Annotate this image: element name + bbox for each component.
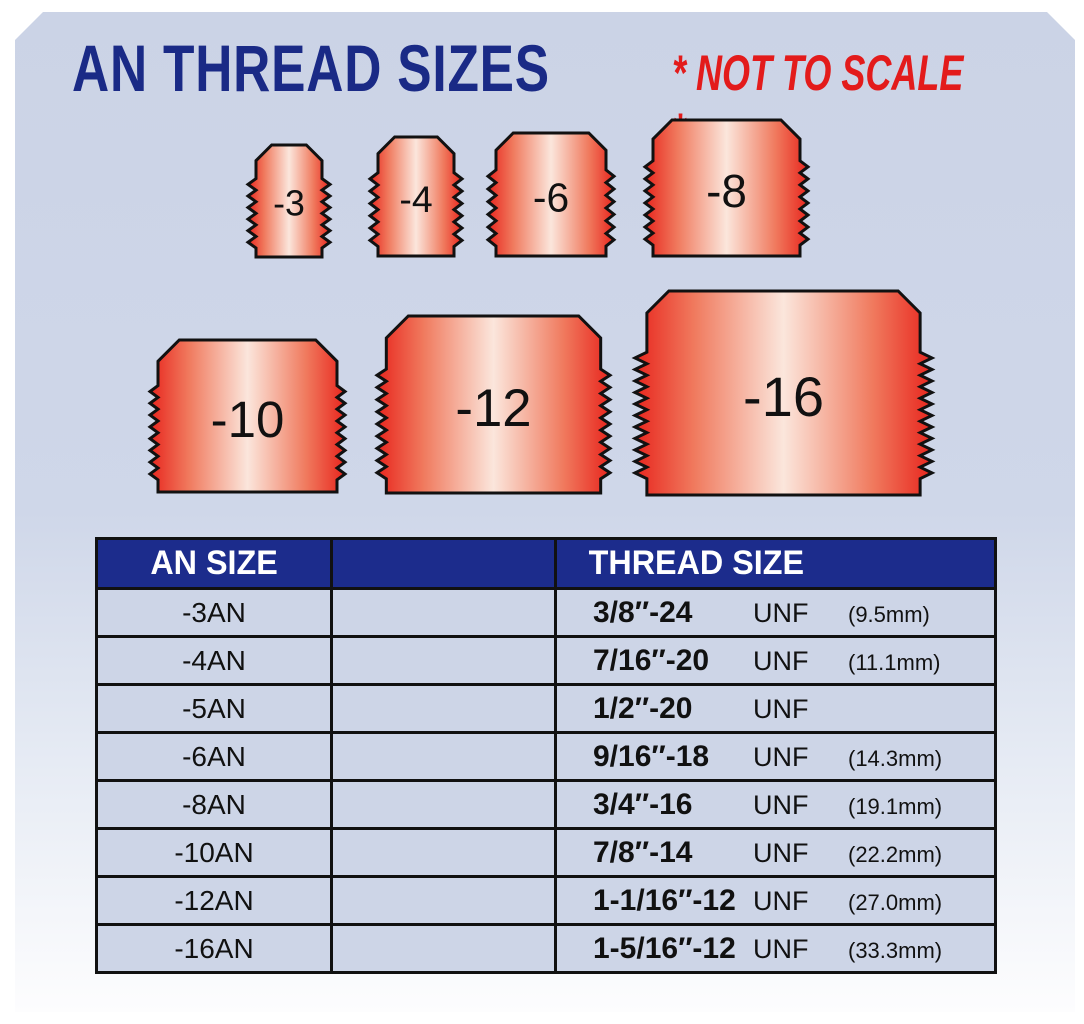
blank-cell (330, 827, 557, 878)
table-header-row: AN SIZE THREAD SIZE (95, 537, 997, 590)
fitting-size-10: -10 (147, 338, 348, 494)
fitting-size-4: -4 (367, 135, 465, 258)
thread-fraction: 1/2″-20 (593, 691, 693, 725)
header-thread-size: THREAD SIZE (554, 537, 997, 590)
thread-size-cell: 1-1/16″-12 UNF (27.0mm) (554, 875, 997, 926)
thread-mm: (22.2mm) (848, 841, 943, 867)
thread-size-cell: 3/8″-24 UNF (9.5mm) (554, 587, 997, 638)
fitting-size-8: -8 (642, 118, 811, 258)
table-row: -4AN 7/16″-20 UNF (11.1mm) (95, 635, 997, 686)
fitting-shape (642, 118, 811, 258)
header-an-size: AN SIZE (95, 537, 333, 590)
blank-cell (330, 923, 557, 974)
thread-size-cell: 3/4″-16 UNF (19.1mm) (554, 779, 997, 830)
thread-unit: UNF (753, 885, 809, 916)
thread-size-cell: 9/16″-18 UNF (14.3mm) (554, 731, 997, 782)
table-row: -3AN 3/8″-24 UNF (9.5mm) (95, 587, 997, 638)
fitting-label: -4 (399, 178, 432, 220)
thread-mm: (11.1mm) (848, 649, 941, 675)
thread-fraction: 9/16″-18 (593, 739, 710, 773)
blank-cell (330, 587, 557, 638)
fitting-label: -8 (706, 165, 747, 217)
blank-cell (330, 875, 557, 926)
table-row: -16AN 1-5/16″-12 UNF (33.3mm) (95, 923, 997, 974)
thread-fraction: 7/8″-14 (593, 835, 693, 869)
blank-cell (330, 731, 557, 782)
thread-size-cell: 1-5/16″-12 UNF (33.3mm) (554, 923, 997, 974)
thread-size-cell: 7/16″-20 UNF (11.1mm) (554, 635, 997, 686)
fitting-size-16: -16 (631, 289, 936, 497)
blank-cell (330, 779, 557, 830)
header-blank (330, 537, 557, 590)
fitting-label: -12 (455, 379, 531, 438)
thread-unit: UNF (753, 789, 809, 820)
thread-unit: UNF (753, 645, 809, 676)
thread-mm: (33.3mm) (848, 937, 943, 963)
fitting-shape (147, 338, 348, 494)
thread-mm: (27.0mm) (848, 889, 943, 915)
an-size-cell: -8AN (95, 779, 333, 830)
table-row: -8AN 3/4″-16 UNF (19.1mm) (95, 779, 997, 830)
fitting-shape (485, 131, 617, 258)
fitting-size-3: -3 (245, 143, 333, 259)
an-size-cell: -16AN (95, 923, 333, 974)
table-row: -10AN 7/8″-14 UNF (22.2mm) (95, 827, 997, 878)
thread-mm: (9.5mm) (848, 601, 930, 627)
thread-fraction: 3/4″-16 (593, 787, 693, 821)
thread-fraction: 7/16″-20 (593, 643, 710, 677)
table-row: -5AN 1/2″-20 UNF (95, 683, 997, 734)
thread-mm: (19.1mm) (848, 793, 943, 819)
fitting-label: -10 (211, 391, 285, 448)
thread-fraction: 1-1/16″-12 (593, 883, 736, 917)
thread-unit: UNF (753, 693, 809, 724)
blank-cell (330, 683, 557, 734)
fitting-size-12: -12 (374, 314, 613, 495)
thread-size-cell: 7/8″-14 UNF (22.2mm) (554, 827, 997, 878)
fitting-shape (374, 314, 613, 495)
an-size-cell: -4AN (95, 635, 333, 686)
thread-unit: UNF (753, 837, 809, 868)
fitting-label: -6 (533, 174, 569, 220)
fitting-shape (245, 143, 333, 259)
an-size-cell: -3AN (95, 587, 333, 638)
thread-size-table: AN SIZE THREAD SIZE -3AN 3/8″-24 UNF (9.5m… (95, 537, 997, 974)
thread-fraction: 3/8″-24 (593, 595, 693, 629)
table-row: -12AN 1-1/16″-12 UNF (27.0mm) (95, 875, 997, 926)
fitting-label: -3 (273, 184, 305, 224)
thread-size-cell: 1/2″-20 UNF (554, 683, 997, 734)
thread-mm: (14.3mm) (848, 745, 943, 771)
an-size-cell: -12AN (95, 875, 333, 926)
an-size-cell: -5AN (95, 683, 333, 734)
thread-unit: UNF (753, 597, 809, 628)
fittings-illustration: -3 -4 -6 -8 -10 -12 -16 (147, 118, 936, 497)
thread-unit: UNF (753, 933, 809, 964)
thread-unit: UNF (753, 741, 809, 772)
an-size-cell: -6AN (95, 731, 333, 782)
blank-cell (330, 635, 557, 686)
thread-fraction: 1-5/16″-12 (593, 931, 736, 965)
page-title: AN THREAD SIZES (72, 31, 550, 105)
fitting-shape (367, 135, 465, 258)
an-size-cell: -10AN (95, 827, 333, 878)
fitting-shape (631, 289, 936, 497)
fitting-label: -16 (743, 365, 824, 428)
table-row: -6AN 9/16″-18 UNF (14.3mm) (95, 731, 997, 782)
fitting-size-6: -6 (485, 131, 617, 258)
